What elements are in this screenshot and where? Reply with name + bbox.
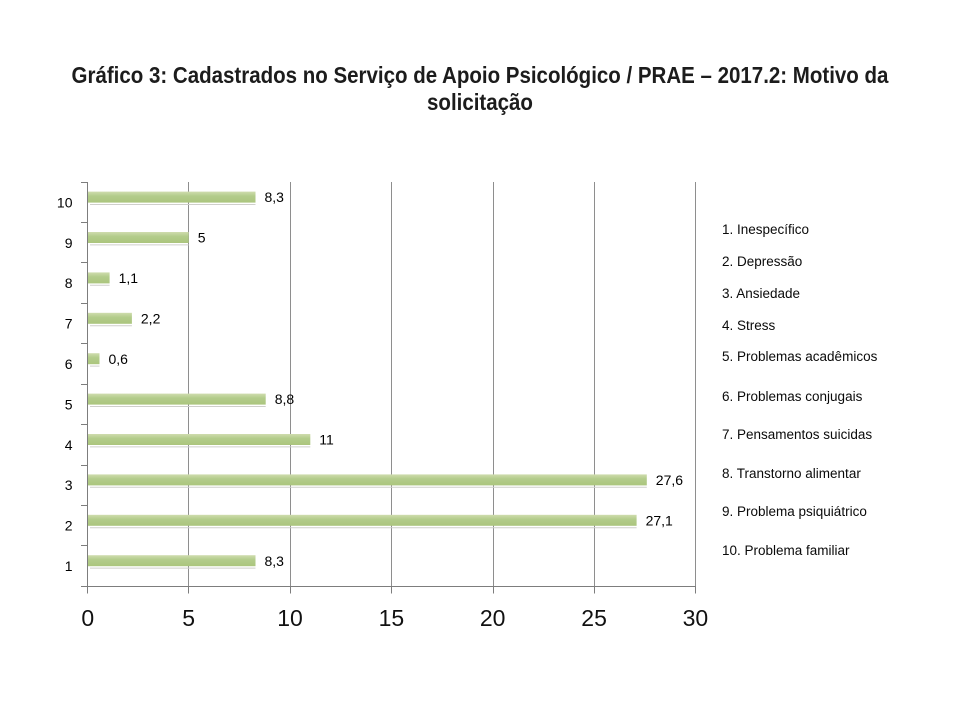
- svg-text:8,3: 8,3: [265, 189, 285, 205]
- svg-text:5: 5: [182, 605, 195, 631]
- svg-text:0,6: 0,6: [109, 351, 129, 367]
- svg-text:4: 4: [65, 437, 73, 453]
- svg-text:27,1: 27,1: [646, 512, 673, 528]
- svg-text:10: 10: [277, 605, 303, 631]
- svg-text:5: 5: [65, 396, 73, 412]
- svg-text:20: 20: [480, 605, 506, 631]
- svg-text:8,3: 8,3: [265, 553, 285, 569]
- svg-text:6: 6: [65, 356, 73, 372]
- svg-text:8,8: 8,8: [275, 391, 295, 407]
- svg-text:0: 0: [81, 605, 94, 631]
- svg-text:8: 8: [65, 275, 73, 291]
- svg-text:5: 5: [198, 230, 206, 246]
- svg-text:10: 10: [57, 194, 73, 210]
- svg-text:9: 9: [65, 235, 73, 251]
- svg-text:30: 30: [683, 605, 709, 631]
- svg-text:1,1: 1,1: [119, 270, 139, 286]
- svg-text:3: 3: [65, 477, 73, 493]
- svg-text:25: 25: [581, 605, 607, 631]
- svg-text:15: 15: [379, 605, 405, 631]
- svg-text:27,6: 27,6: [656, 472, 683, 488]
- svg-text:7: 7: [65, 316, 73, 332]
- svg-text:11: 11: [319, 432, 334, 448]
- svg-text:2: 2: [65, 518, 73, 534]
- svg-text:1: 1: [65, 558, 73, 574]
- svg-text:2,2: 2,2: [141, 310, 161, 326]
